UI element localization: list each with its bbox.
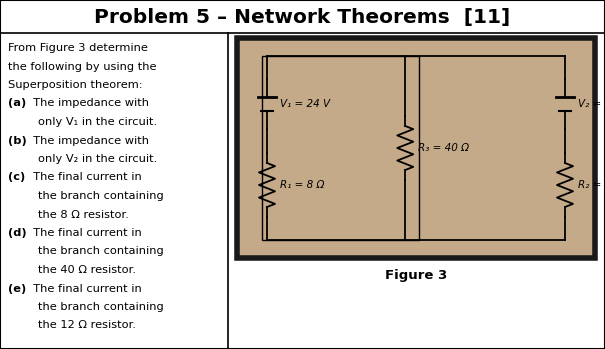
- Text: Figure 3: Figure 3: [385, 269, 447, 282]
- Text: Problem 5 – Network Theorems  [11]: Problem 5 – Network Theorems [11]: [94, 7, 510, 27]
- Text: the 12 Ω resistor.: the 12 Ω resistor.: [38, 320, 136, 331]
- Text: the following by using the: the following by using the: [8, 61, 157, 72]
- Text: The final current in: The final current in: [26, 283, 142, 294]
- Text: R₁ = 8 Ω: R₁ = 8 Ω: [280, 180, 324, 190]
- Text: R₃ = 40 Ω: R₃ = 40 Ω: [418, 143, 469, 153]
- Text: V₂ = 16 V: V₂ = 16 V: [578, 99, 605, 109]
- Text: the branch containing: the branch containing: [38, 191, 164, 201]
- Text: From Figure 3 determine: From Figure 3 determine: [8, 43, 148, 53]
- Bar: [237, 38, 595, 258]
- Text: (b): (b): [8, 135, 27, 146]
- Text: The final current in: The final current in: [26, 228, 142, 238]
- Text: V₁ = 24 V: V₁ = 24 V: [280, 99, 330, 109]
- Text: the branch containing: the branch containing: [38, 302, 164, 312]
- Bar: [262, 56, 419, 240]
- Text: The impedance with: The impedance with: [26, 98, 149, 109]
- Text: the branch containing: the branch containing: [38, 246, 164, 257]
- Text: only V₁ in the circuit.: only V₁ in the circuit.: [38, 117, 157, 127]
- Text: (a): (a): [8, 98, 26, 109]
- Text: R₂ = 12 Ω: R₂ = 12 Ω: [578, 180, 605, 190]
- Text: The final current in: The final current in: [26, 172, 142, 183]
- Text: (e): (e): [8, 283, 26, 294]
- Text: the 40 Ω resistor.: the 40 Ω resistor.: [38, 265, 136, 275]
- Text: (c): (c): [8, 172, 25, 183]
- Text: Superposition theorem:: Superposition theorem:: [8, 80, 143, 90]
- Text: the 8 Ω resistor.: the 8 Ω resistor.: [38, 209, 129, 220]
- Text: only V₂ in the circuit.: only V₂ in the circuit.: [38, 154, 157, 164]
- Text: (d): (d): [8, 228, 27, 238]
- Text: The impedance with: The impedance with: [26, 135, 149, 146]
